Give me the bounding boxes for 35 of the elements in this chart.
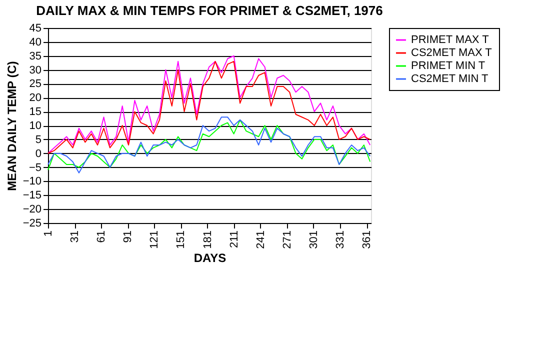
y-tick-label: −15 — [22, 190, 42, 202]
y-tick-label: 5 — [35, 134, 42, 146]
x-tick-label: 331 — [334, 230, 347, 249]
x-tick-label: 181 — [202, 230, 214, 249]
y-tick-label: 20 — [29, 92, 42, 104]
x-tick-label: 31 — [69, 230, 82, 243]
y-tick-label: 45 — [29, 22, 42, 34]
x-tick-label: 361 — [361, 230, 374, 249]
y-tick-label: 40 — [29, 36, 42, 48]
y-tick-label: −20 — [22, 204, 42, 216]
x-tick-label: 61 — [96, 230, 108, 243]
y-tick-label: 10 — [29, 120, 42, 132]
chart-title: DAILY MAX & MIN TEMPS FOR PRIMET & CS2MET, 1976 — [36, 3, 383, 18]
legend-label: PRIMET MIN T — [411, 60, 486, 72]
y-tick-label: 25 — [29, 78, 42, 90]
y-axis-title: MEAN DAILY TEMP (C) — [4, 61, 19, 191]
legend-label: PRIMET MAX T — [411, 34, 490, 46]
x-tick-label: 241 — [254, 230, 267, 249]
x-tick-label: 151 — [175, 230, 188, 249]
legend-label: CS2MET MIN T — [411, 73, 488, 85]
x-axis-title: DAYS — [194, 250, 226, 265]
y-tick-label: −5 — [28, 162, 42, 174]
y-tick-label: −25 — [22, 218, 42, 230]
y-tick-label: 30 — [29, 64, 42, 76]
x-tick-label: 211 — [228, 230, 240, 248]
x-tick-label: 1 — [42, 230, 54, 237]
y-tick-label: 15 — [29, 106, 42, 118]
x-tick-label: 91 — [122, 230, 134, 243]
x-tick-label: 271 — [281, 230, 294, 249]
legend-label: CS2MET MAX T — [411, 47, 492, 59]
y-tick-label: 35 — [29, 50, 42, 62]
y-tick-label: −10 — [22, 176, 42, 188]
x-tick-label: 301 — [308, 230, 320, 249]
y-tick-label: 0 — [35, 148, 42, 160]
x-tick-label: 121 — [148, 230, 161, 249]
